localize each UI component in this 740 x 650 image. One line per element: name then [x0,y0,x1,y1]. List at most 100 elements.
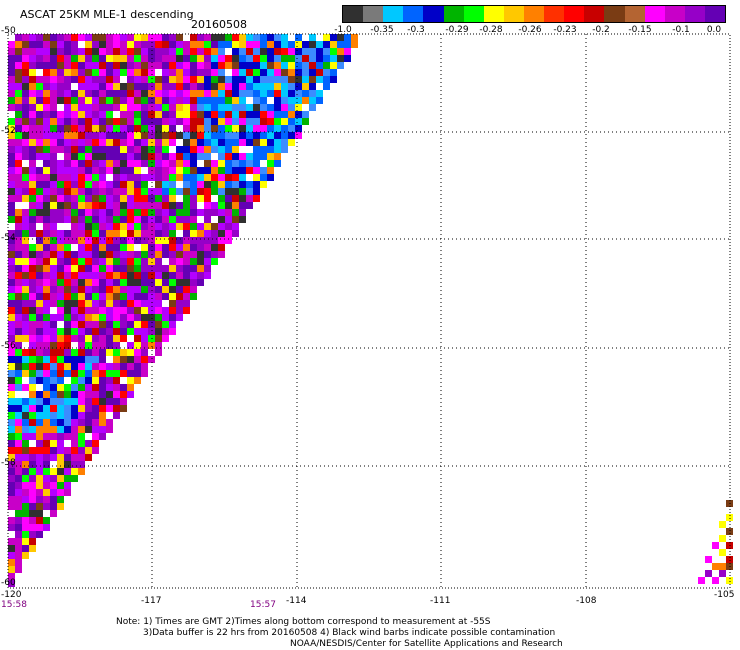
swath-pixel [15,216,22,223]
swath-pixel [225,83,232,90]
swath-pixel [43,398,50,405]
swath-pixel [8,118,15,125]
swath-pixel [8,377,15,384]
swath-pixel [211,258,218,265]
swath-pixel [141,293,148,300]
swath-pixel [127,356,134,363]
swath-pixel [15,125,22,132]
swath-pixel [260,146,267,153]
swath-pixel [113,118,120,125]
swath-pixel [8,188,15,195]
swath-pixel [36,118,43,125]
swath-pixel [141,34,148,41]
swath-pixel [92,146,99,153]
swath-pixel [36,279,43,286]
swath-pixel [719,563,726,570]
swath-pixel [127,342,134,349]
swath-pixel [50,293,57,300]
swath-pixel [15,419,22,426]
swath-pixel [29,328,36,335]
swath-pixel [169,139,176,146]
swath-pixel [204,104,211,111]
swath-pixel [120,41,127,48]
swath-pixel [218,188,225,195]
swath-pixel [120,286,127,293]
swath-pixel [162,279,169,286]
swath-pixel [50,55,57,62]
swath-pixel [36,412,43,419]
swath-pixel [176,314,183,321]
swath-pixel [43,433,50,440]
swath-pixel [127,286,134,293]
swath-pixel [64,167,71,174]
swath-pixel [176,62,183,69]
swath-pixel [127,125,134,132]
swath-pixel [148,216,155,223]
swath-pixel [71,55,78,62]
swath-pixel [176,195,183,202]
swath-pixel [113,146,120,153]
swath-pixel [8,321,15,328]
x-tick-label: -120 [1,590,22,600]
swath-pixel [232,118,239,125]
swath-pixel [92,167,99,174]
swath-pixel [71,188,78,195]
swath-pixel [99,412,106,419]
swath-pixel [64,468,71,475]
swath-pixel [15,223,22,230]
swath-pixel [106,34,113,41]
swath-pixel [127,279,134,286]
swath-pixel [78,167,85,174]
swath-pixel [78,412,85,419]
swath-pixel [197,104,204,111]
swath-pixel [15,370,22,377]
swath-pixel [29,132,36,139]
swath-pixel [148,230,155,237]
swath-pixel [274,160,281,167]
swath-pixel [162,335,169,342]
swath-pixel [43,496,50,503]
swath-pixel [169,83,176,90]
swath-pixel [64,391,71,398]
swath-pixel [8,258,15,265]
swath-pixel [92,188,99,195]
swath-pixel [43,251,50,258]
swath-pixel [113,356,120,363]
swath-pixel [92,34,99,41]
swath-pixel [162,146,169,153]
swath-pixel [113,251,120,258]
swath-pixel [99,202,106,209]
swath-pixel [92,307,99,314]
swath-pixel [92,111,99,118]
swath-pixel [141,342,148,349]
swath-pixel [57,244,64,251]
swath-pixel [71,328,78,335]
swath-pixel [169,111,176,118]
swath-pixel [106,41,113,48]
swath-pixel [155,307,162,314]
swath-pixel [239,209,246,216]
swath-pixel [22,475,29,482]
colorbar-swatch [584,6,605,22]
swath-pixel [719,535,726,542]
swath-pixel [232,181,239,188]
swath-pixel [15,524,22,531]
swath-pixel [50,223,57,230]
swath-pixel [92,419,99,426]
swath-pixel [239,118,246,125]
swath-pixel [64,237,71,244]
swath-pixel [22,391,29,398]
swath-pixel [8,573,15,580]
swath-pixel [64,34,71,41]
swath-pixel [8,209,15,216]
swath-pixel [15,384,22,391]
swath-pixel [64,83,71,90]
swath-pixel [64,384,71,391]
swath-pixel [15,174,22,181]
swath-pixel [71,230,78,237]
swath-pixel [225,202,232,209]
swath-pixel [92,300,99,307]
swath-pixel [127,377,134,384]
swath-pixel [225,237,232,244]
swath-pixel [197,279,204,286]
